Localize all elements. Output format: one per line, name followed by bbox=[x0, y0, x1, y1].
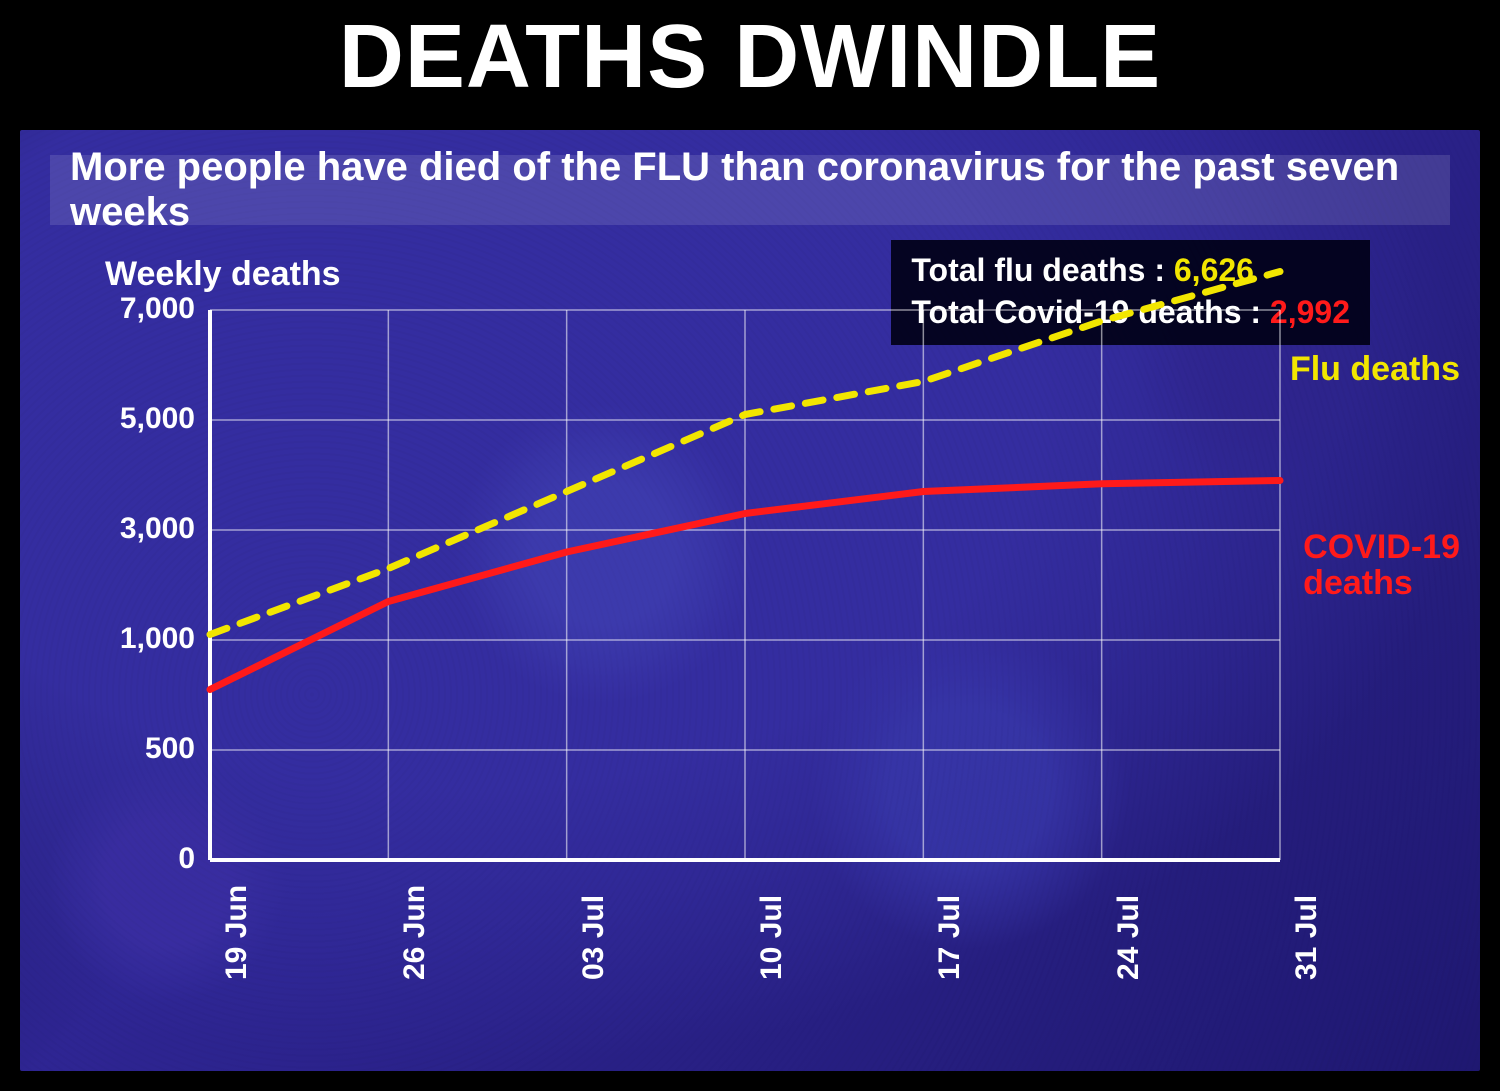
y-tick-label: 500 bbox=[95, 732, 195, 766]
x-tick-label: 10 Jul bbox=[755, 895, 789, 980]
x-tick-label: 03 Jul bbox=[577, 895, 611, 980]
x-tick-label: 24 Jul bbox=[1112, 895, 1146, 980]
x-tick-label: 26 Jun bbox=[398, 885, 432, 980]
chart-panel: More people have died of the FLU than co… bbox=[20, 130, 1480, 1071]
headline-text: DEATHS DWINDLE bbox=[339, 7, 1161, 107]
y-tick-label: 0 bbox=[95, 842, 195, 876]
y-tick-label: 3,000 bbox=[95, 512, 195, 546]
x-tick-label: 19 Jun bbox=[220, 885, 254, 980]
headline-bar: DEATHS DWINDLE bbox=[0, 0, 1500, 115]
y-tick-label: 5,000 bbox=[95, 402, 195, 436]
y-tick-label: 7,000 bbox=[95, 292, 195, 326]
infographic-root: DEATHS DWINDLE More people have died of … bbox=[0, 0, 1500, 1091]
x-tick-label: 17 Jul bbox=[933, 895, 967, 980]
y-tick-label: 1,000 bbox=[95, 622, 195, 656]
x-tick-label: 31 Jul bbox=[1290, 895, 1324, 980]
